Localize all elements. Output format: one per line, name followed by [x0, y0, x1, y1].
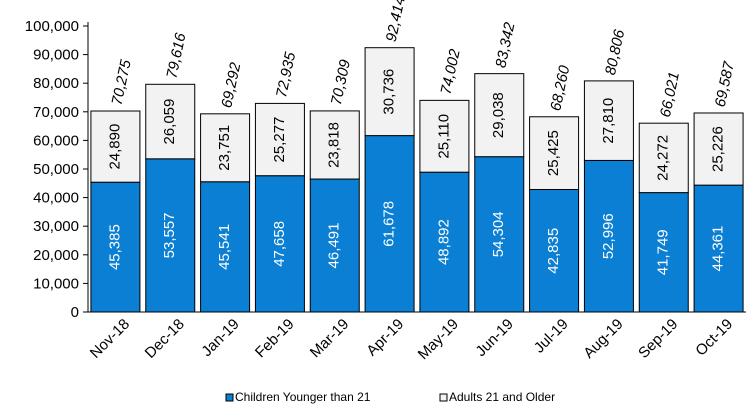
y-tick-label: 40,000 — [33, 190, 79, 207]
data-label-total: 79,616 — [163, 31, 189, 80]
data-label-children: 52,996 — [600, 213, 617, 259]
x-tick-label: Mar-19 — [307, 316, 353, 362]
data-label-adults: 26,059 — [161, 99, 178, 145]
data-label-adults: 30,736 — [381, 69, 398, 115]
bar-adults-dec-18 — [145, 83, 196, 160]
y-tick-label: 80,000 — [33, 75, 79, 92]
data-label-total: 72,935 — [273, 50, 299, 99]
data-label-adults: 25,110 — [435, 114, 452, 159]
bar-children-nov-18 — [90, 181, 141, 313]
bar-children-oct-19 — [693, 184, 744, 313]
data-label-total: 68,260 — [547, 63, 573, 112]
x-tick-label: Nov-18 — [87, 316, 133, 362]
x-tick-label: May-19 — [415, 316, 462, 363]
x-tick-label: Feb-19 — [252, 316, 298, 362]
data-label-children: 46,491 — [326, 223, 343, 269]
bar-children-jun-19 — [474, 156, 525, 313]
data-label-adults: 23,751 — [216, 125, 233, 171]
bar-adults-oct-19 — [693, 112, 744, 186]
bar-children-feb-19 — [254, 175, 305, 313]
y-tick-label: 100,000 — [25, 18, 79, 35]
bar-adults-jan-19 — [200, 113, 251, 183]
legend-swatch-children — [225, 393, 234, 402]
data-label-adults: 24,890 — [106, 124, 123, 170]
legend-label-adults: Adults 21 and Older — [449, 390, 555, 404]
data-label-children: 61,678 — [381, 201, 398, 247]
bar-children-may-19 — [419, 171, 470, 313]
data-label-children: 41,749 — [655, 229, 672, 275]
data-label-total: 70,275 — [109, 58, 135, 107]
bar-adults-feb-19 — [254, 102, 305, 177]
x-tick-label: Jan-19 — [198, 316, 242, 360]
bar-adults-sep-19 — [638, 122, 689, 194]
data-label-children: 54,304 — [490, 211, 507, 257]
data-label-adults: 25,425 — [545, 130, 562, 176]
bar-adults-mar-19 — [309, 110, 360, 180]
bar-adults-may-19 — [419, 99, 470, 173]
data-label-children: 53,557 — [161, 212, 178, 258]
data-label-children: 45,385 — [106, 224, 123, 270]
bar-children-jan-19 — [200, 181, 251, 313]
x-tick-label: Apr-19 — [363, 316, 407, 360]
data-label-total: 80,806 — [602, 27, 628, 76]
bar-children-jul-19 — [529, 188, 580, 313]
bar-adults-apr-19 — [364, 47, 415, 137]
data-label-adults: 24,272 — [655, 135, 672, 181]
data-label-total: 74,002 — [438, 47, 464, 96]
x-tick-label: Dec-18 — [142, 316, 188, 362]
legend-label-children: Children Younger than 21 — [235, 390, 371, 404]
data-label-children: 47,658 — [271, 221, 288, 267]
bar-adults-aug-19 — [583, 80, 634, 161]
x-tick-label: Sep-19 — [635, 316, 681, 362]
data-label-total: 69,587 — [712, 60, 738, 109]
data-label-adults: 25,226 — [710, 126, 727, 172]
bar-adults-jul-19 — [529, 116, 580, 190]
bar-children-mar-19 — [309, 178, 360, 313]
y-tick-label: 0 — [71, 304, 79, 321]
data-label-adults: 29,038 — [490, 92, 507, 138]
data-label-adults: 27,810 — [600, 98, 617, 144]
y-tick-label: 10,000 — [33, 275, 79, 292]
bar-children-sep-19 — [638, 192, 689, 313]
x-tick-label: Jul-19 — [531, 316, 572, 357]
data-label-children: 45,541 — [216, 224, 233, 270]
x-tick-label: Jun-19 — [472, 316, 516, 360]
data-label-total: 83,342 — [492, 20, 518, 69]
legend-swatch-adults — [439, 393, 448, 402]
x-tick-label: Oct-19 — [692, 316, 736, 360]
y-tick-label: 30,000 — [33, 218, 79, 235]
data-label-adults: 25,277 — [271, 117, 288, 163]
x-tick-label: Aug-19 — [580, 316, 626, 362]
y-tick-label: 90,000 — [33, 47, 79, 64]
bar-adults-nov-18 — [90, 110, 141, 183]
bar-children-dec-18 — [145, 158, 196, 313]
data-label-children: 48,892 — [435, 219, 452, 265]
y-tick-label: 50,000 — [33, 161, 79, 178]
bar-adults-jun-19 — [474, 73, 525, 158]
data-label-children: 44,361 — [710, 226, 727, 272]
y-tick-label: 70,000 — [33, 104, 79, 121]
data-label-adults: 23,818 — [326, 122, 343, 168]
y-tick-label: 60,000 — [33, 132, 79, 149]
data-label-children: 42,835 — [545, 228, 562, 274]
data-label-total: 69,292 — [218, 60, 244, 109]
y-tick-label: 20,000 — [33, 247, 79, 264]
data-label-total: 66,021 — [657, 70, 683, 118]
data-label-total: 70,309 — [328, 58, 354, 107]
data-label-total: 92,414 — [383, 0, 409, 43]
